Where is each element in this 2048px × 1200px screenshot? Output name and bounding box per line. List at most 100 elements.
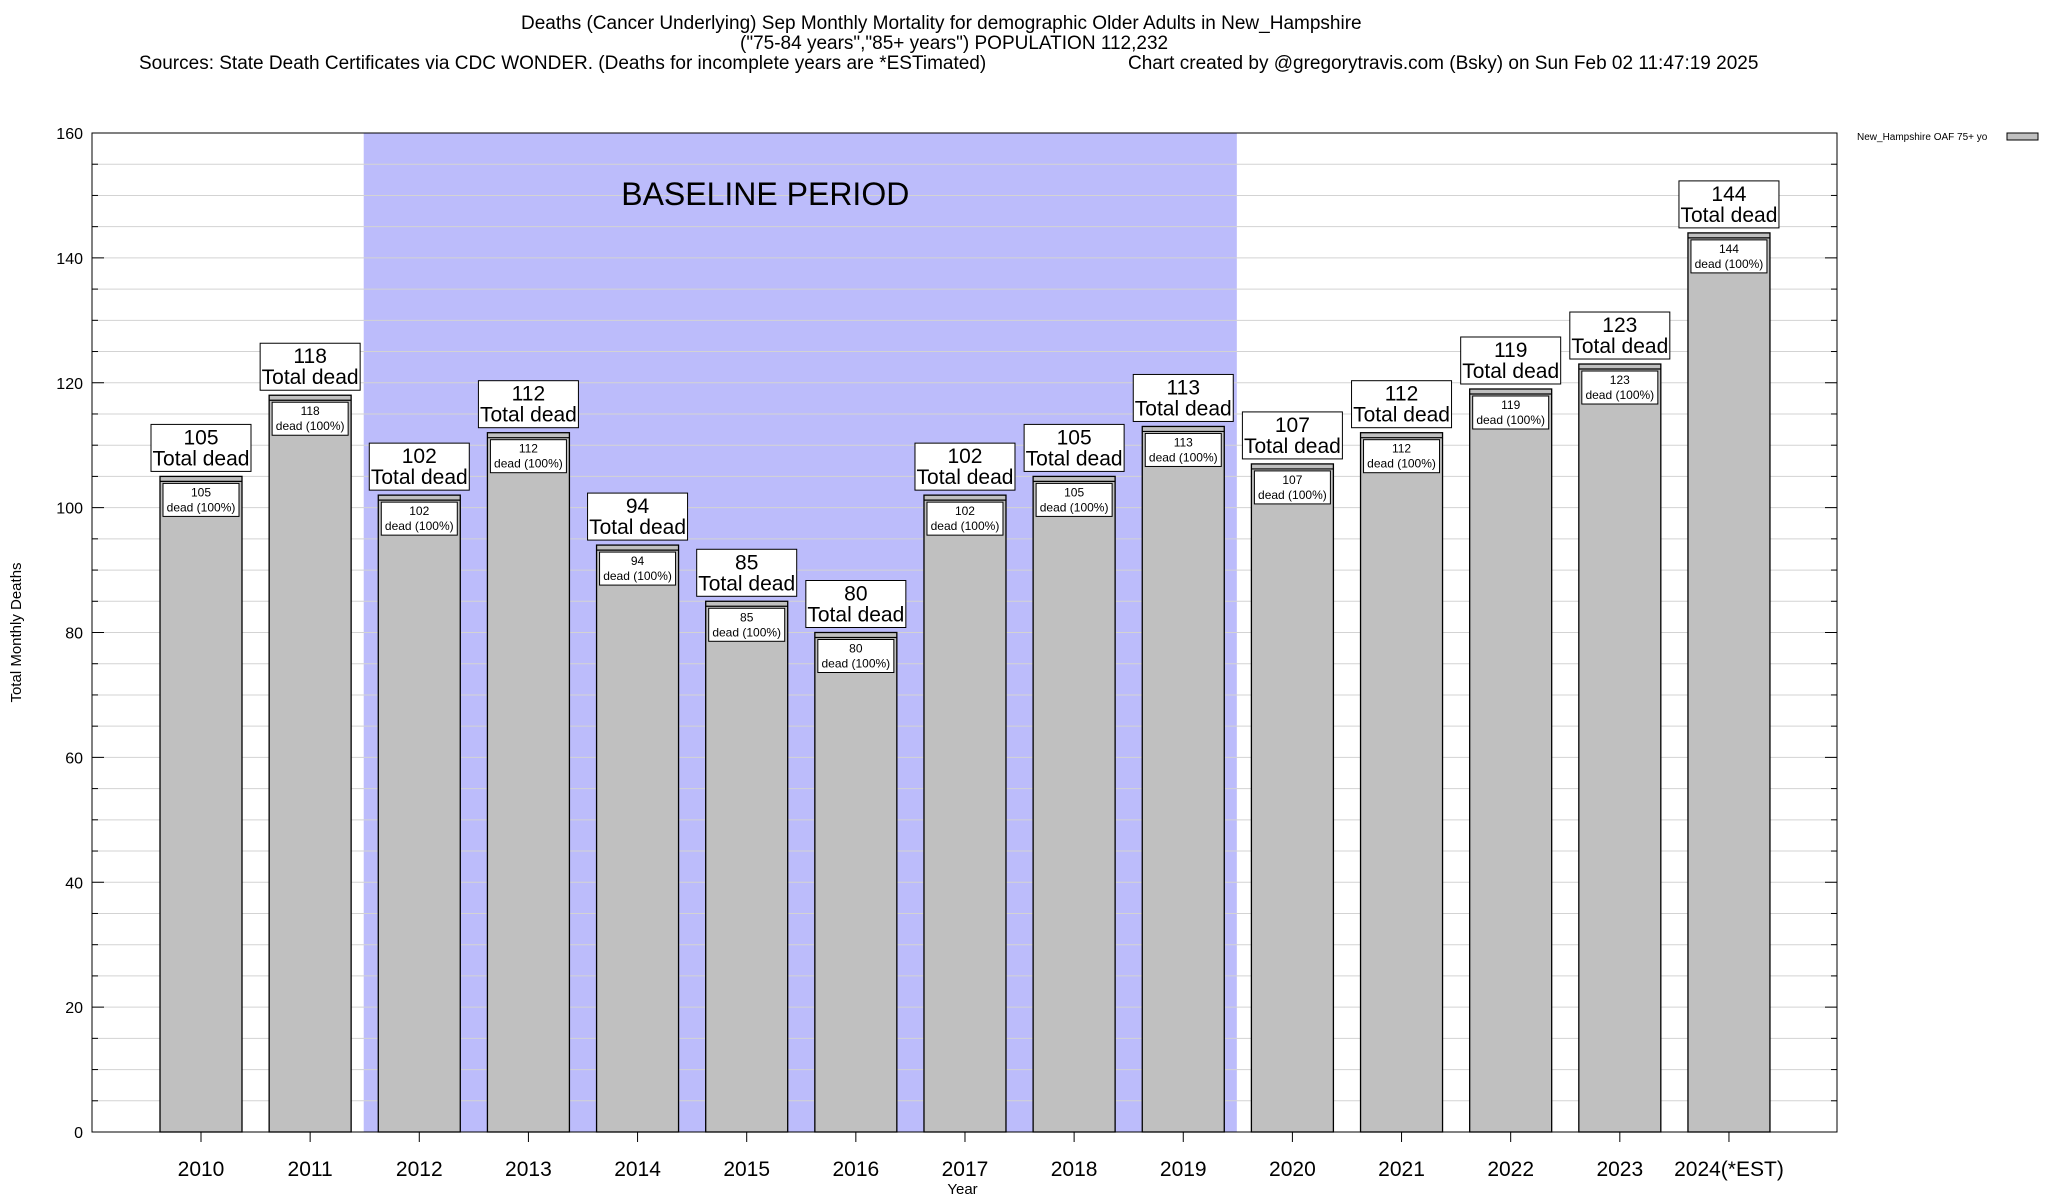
chart-title: Deaths (Cancer Underlying) Sep Monthly M… [521,13,1362,34]
total-label-text: Total dead [1462,360,1559,383]
inner-label-text: dead (100%) [1149,450,1218,464]
x-tick-label: 2021 [1378,1158,1425,1181]
total-label-box [805,580,907,628]
inner-label-box [271,401,349,436]
inner-label-box [599,551,677,586]
inner-label-value: 144 [1719,242,1739,256]
total-label-box [1132,373,1234,422]
inner-label-box [1690,239,1768,274]
inner-label-text: dead (100%) [1258,488,1327,502]
total-label-value: 85 [735,551,758,574]
inner-label-value: 80 [849,642,863,656]
total-label-box [1569,311,1671,360]
total-label-text: Total dead [371,466,468,489]
total-label-value: 102 [947,445,982,468]
inner-label-box [1253,470,1331,505]
total-label-text: Total dead [1353,404,1450,427]
total-label-value: 113 [1167,376,1200,399]
bar [1032,475,1116,1133]
inner-label-value: 112 [1392,442,1411,456]
inner-label-value: 123 [1610,373,1630,387]
inner-label-box [162,482,240,517]
total-label-value: 112 [512,383,545,406]
inner-label-value: 85 [740,610,754,624]
total-label-value: 118 [293,345,326,368]
total-label-box [914,442,1016,491]
total-label-value: 80 [844,583,867,606]
bar [923,494,1007,1133]
total-label-text: Total dead [1244,435,1341,458]
inner-label-box [1363,439,1441,474]
total-label-box [696,548,798,597]
inner-label-box [1581,370,1659,405]
inner-label-box [1035,482,1113,517]
inner-label-text: dead (100%) [276,419,345,433]
total-label-value: 123 [1602,314,1637,337]
inner-label-text: dead (100%) [931,519,1000,533]
total-label-text: Total dead [262,366,359,389]
total-label-value: 119 [1494,339,1527,362]
inner-label-value: 102 [409,504,429,518]
y-tick-label: 0 [74,1125,83,1142]
total-label-box [1678,180,1780,229]
inner-label-box [708,607,786,642]
inner-label-value: 102 [955,504,975,518]
inner-label-text: dead (100%) [1040,500,1109,514]
x-tick-label: 2017 [942,1158,989,1181]
x-tick-label: 2015 [723,1158,770,1181]
total-label-text: Total dead [1571,335,1668,358]
inner-label-value: 107 [1282,473,1302,487]
total-label-text: Total dead [807,604,904,627]
inner-label-text: dead (100%) [385,519,454,533]
inner-label-value: 118 [301,404,320,418]
inner-label-text: dead (100%) [1695,257,1764,271]
total-label-box [587,492,689,541]
total-label-text: Total dead [1135,397,1232,420]
x-tick-label: 2022 [1487,1158,1534,1181]
bar [595,544,680,1133]
bar [486,432,571,1133]
inner-label-value: 105 [191,485,211,499]
x-tick-label: 2014 [614,1158,661,1181]
total-label-text: Total dead [589,516,686,539]
inner-label-box [817,639,895,673]
inner-label-text: dead (100%) [494,457,563,471]
y-tick-label: 20 [65,1000,83,1017]
y-tick-label: 120 [56,376,83,393]
total-label-box [368,442,470,491]
y-axis-label: Total Monthly Deaths [8,562,25,702]
inner-label-value: 105 [1064,485,1084,499]
total-label-text: Total dead [1026,447,1123,470]
x-tick-label: 2024(*EST) [1674,1158,1784,1181]
inner-label-value: 94 [631,554,645,568]
bar [814,631,898,1133]
bar [1359,432,1444,1133]
chart-subtitle: ("75-84 years","85+ years") POPULATION 1… [740,33,1169,54]
total-label-box [477,380,579,429]
inner-label-text: dead (100%) [1367,457,1436,471]
x-tick-label: 2011 [288,1158,333,1181]
x-tick-label: 2010 [178,1158,225,1181]
total-label-box [1460,336,1562,385]
inner-label-value: 112 [519,442,538,456]
inner-label-text: dead (100%) [1476,413,1545,427]
inner-label-box [926,501,1004,536]
bar [1469,388,1553,1133]
inner-label-value: 113 [1174,435,1193,449]
legend-label: New_Hampshire OAF 75+ yo [1857,132,1988,143]
chart-credit: Chart created by @gregorytravis.com (Bsk… [1128,53,1759,74]
x-tick-label: 2018 [1051,1158,1098,1181]
x-axis-label: Year [947,1181,977,1198]
total-label-value: 94 [626,495,650,518]
total-label-box [259,342,361,391]
x-tick-label: 2023 [1596,1158,1643,1181]
total-label-value: 144 [1711,183,1746,206]
x-tick-label: 2019 [1160,1158,1207,1181]
y-tick-label: 80 [65,626,83,643]
total-label-text: Total dead [153,447,250,470]
total-label-value: 102 [402,445,437,468]
y-tick-label: 140 [56,251,83,268]
x-tick-label: 2016 [832,1158,879,1181]
